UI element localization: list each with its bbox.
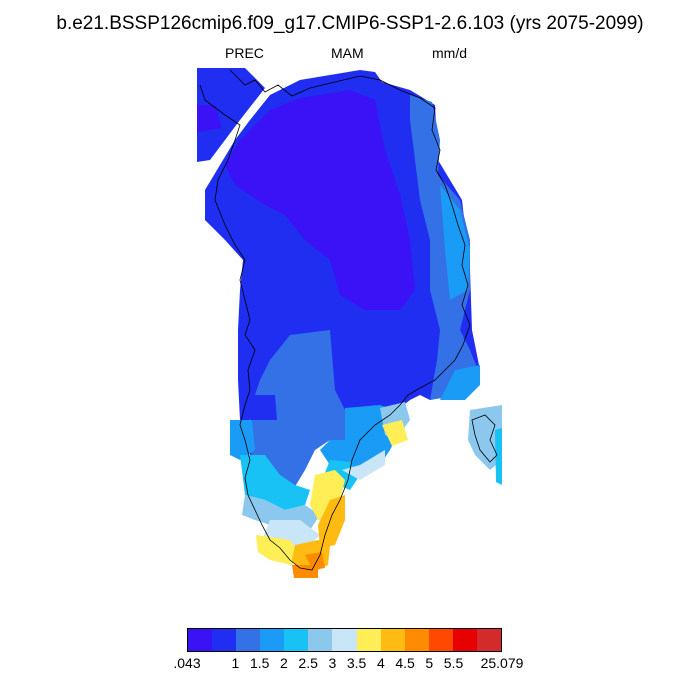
colorbar-swatch-3 bbox=[260, 629, 285, 651]
plot-title: b.e21.BSSP126cmip6.f09_g17.CMIP6-SSP1-2.… bbox=[56, 13, 644, 34]
colorbar-swatch-11 bbox=[452, 629, 477, 651]
colorbar-label-0: .043 bbox=[173, 655, 201, 671]
colorbar-swatch-8 bbox=[380, 629, 405, 651]
colorbar-label-2: 1.5 bbox=[249, 655, 270, 671]
colorbar-label-7: 4 bbox=[376, 655, 385, 671]
colorbar-swatch-5 bbox=[308, 629, 333, 651]
colorbar-swatch-7 bbox=[356, 629, 381, 651]
precip-field bbox=[197, 68, 502, 578]
colorbar-label-9: 5 bbox=[425, 655, 434, 671]
colorbar-swatch-9 bbox=[404, 629, 429, 651]
colorbar-label-5: 3 bbox=[328, 655, 337, 671]
colorbar-swatch-12 bbox=[476, 629, 502, 651]
colorbar-label-8: 4.5 bbox=[395, 655, 415, 671]
colorbar-swatch-10 bbox=[428, 629, 453, 651]
colorbar-label-6: 3.5 bbox=[346, 655, 367, 671]
colorbar-label-11: 25.079 bbox=[480, 655, 524, 671]
colorbar-swatch-0 bbox=[188, 629, 213, 651]
colorbar-swatch-2 bbox=[236, 629, 261, 651]
coastline bbox=[199, 69, 498, 571]
colorbar-swatch-6 bbox=[332, 629, 357, 651]
units-label: mm/d bbox=[432, 45, 467, 61]
variable-label: PREC bbox=[225, 45, 264, 61]
colorbar-label-4: 2.5 bbox=[298, 655, 318, 671]
colorbar bbox=[187, 628, 502, 652]
season-label: MAM bbox=[331, 45, 364, 61]
colorbar-label-10: 5.5 bbox=[443, 655, 464, 671]
colorbar-swatch-1 bbox=[212, 629, 237, 651]
colorbar-label-1: 1 bbox=[231, 655, 240, 671]
colorbar-label-3: 2 bbox=[280, 655, 288, 671]
colorbar-swatch-4 bbox=[284, 629, 309, 651]
